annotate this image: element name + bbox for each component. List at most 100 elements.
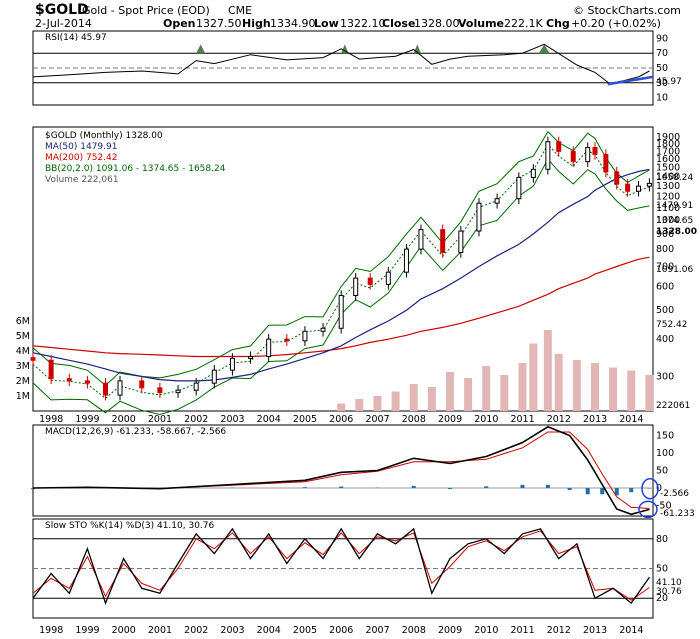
price-tick-label: 400	[656, 334, 674, 345]
price-legend: MA(50) 1479.91 MA(200) 752.42 BB(20,2.0)…	[45, 142, 226, 185]
volume-bar	[627, 370, 636, 411]
price-x-label: 2009	[438, 414, 462, 425]
price-tick-label: 1200	[656, 192, 680, 203]
macd-histogram-bar	[484, 486, 489, 488]
macd-histogram-bar	[411, 485, 416, 488]
price-candle-body	[570, 150, 576, 163]
price-candle-body	[84, 380, 90, 384]
stochastic-title: Slow STO %K(14) %D(3) 41.10, 30.76	[45, 521, 215, 531]
legend-bb: BB(20,2.0) 1091.06 - 1374.65 - 1658.24	[45, 164, 226, 174]
price-tick-label: 500	[656, 305, 674, 316]
volume-bar	[543, 330, 552, 411]
macd-histogram-bar	[585, 488, 590, 495]
price-candle-body	[418, 229, 424, 250]
sto-x-label: 2014	[619, 625, 643, 636]
price-x-label: 2013	[583, 414, 607, 425]
open-label: Open	[163, 17, 196, 30]
sto-x-label: 2013	[583, 625, 607, 636]
price-tick-label: 1300	[656, 181, 680, 192]
volume-bar	[373, 396, 382, 411]
macd-title: MACD(12,26,9) -61.233, -58.667, -2.566	[45, 427, 226, 437]
volume-bar	[391, 391, 400, 411]
macd-histogram-bar	[31, 488, 35, 489]
price-candle-body	[338, 294, 344, 329]
sto-x-label: 1998	[39, 625, 63, 636]
price-candle-body	[48, 359, 54, 380]
macd-tick-label: -50	[656, 501, 672, 512]
macd-histogram-bar	[545, 484, 550, 488]
sto-x-label: 2001	[148, 625, 172, 636]
price-candle-body	[530, 168, 536, 178]
open-value: 1327.50	[196, 17, 242, 30]
volume-bar	[529, 343, 538, 411]
rsi-trendline	[607, 75, 654, 86]
rsi-tick-label: 10	[656, 93, 668, 104]
macd-tick-label: 100	[656, 448, 674, 459]
sto-x-label: 2008	[402, 625, 426, 636]
legend-volume: Volume 222,061	[45, 175, 119, 185]
macd-tick-label: 0	[656, 483, 662, 494]
price-candle-body	[66, 378, 72, 382]
macd-tick-label: 150	[656, 431, 674, 442]
quote-date: 2-Jul-2014	[35, 17, 92, 30]
price-candle-body	[30, 357, 36, 361]
macd-annotation-ring	[641, 477, 659, 500]
brand-label[interactable]: © StockCharts.com	[573, 4, 681, 17]
price-candle-body	[625, 183, 631, 192]
sto-x-label: 2000	[112, 625, 136, 636]
sto-x-label: 1999	[75, 625, 99, 636]
price-tick-label: 1400	[656, 172, 680, 183]
price-candle-body	[556, 141, 562, 152]
ma200-label: 752.42	[656, 320, 688, 330]
sto-x-label: 2011	[510, 625, 534, 636]
legend-ma200: MA(200) 752.42	[45, 153, 117, 163]
price-candle-body	[516, 176, 522, 200]
macd-histogram-bar	[520, 484, 525, 488]
high-value: 1334.90	[270, 17, 316, 30]
price-candle-body	[302, 330, 308, 342]
macd-histogram-bar	[600, 488, 605, 495]
price-candle-body	[385, 271, 391, 285]
rsi-overbought-fill	[341, 44, 349, 54]
price-candle-body	[266, 338, 272, 357]
rsi-value-label: 45.97	[656, 77, 682, 87]
price-candle-body	[614, 171, 620, 185]
price-tick-label: 1000	[656, 215, 680, 226]
sto-x-label: 2002	[184, 625, 208, 636]
sto-x-label: 2007	[365, 625, 389, 636]
price-x-label: 2008	[402, 414, 426, 425]
price-candle-body	[494, 198, 500, 204]
price-candle-body	[646, 182, 652, 187]
price-x-label: 2011	[510, 414, 534, 425]
sto-x-label: 2012	[547, 625, 571, 636]
symbol-title: $GOLD	[35, 2, 89, 18]
bb-lower-label: 1091.06	[656, 265, 693, 275]
sto-x-label: 2003	[220, 625, 244, 636]
price-tick-label: 1700	[656, 146, 680, 157]
price-candle-body	[103, 382, 109, 396]
volume-bar	[609, 367, 618, 411]
price-x-label: 2010	[474, 414, 498, 425]
macd-tick-label: 50	[656, 466, 668, 477]
price-x-label: 2007	[365, 414, 389, 425]
price-tick-label: 700	[656, 262, 674, 273]
sto-x-label: 2010	[474, 625, 498, 636]
sto-x-label: 2009	[438, 625, 462, 636]
macd-line-label: -61.233	[660, 509, 695, 519]
volume-value: 222.1K	[504, 17, 543, 30]
close-price-label: 1328.00	[656, 227, 697, 237]
price-candle-body	[476, 202, 482, 232]
volume-last-label: 222061	[656, 401, 690, 411]
price-x-label: 2002	[184, 414, 208, 425]
price-x-label: 2003	[220, 414, 244, 425]
price-candle-body	[320, 327, 326, 332]
price-candle-body	[367, 277, 373, 285]
volume-tick-label: 6M	[16, 316, 30, 327]
chg-value: +0.20 (+0.02%)	[571, 17, 661, 30]
rsi-tick-label: 30	[656, 78, 668, 89]
volume-bar	[355, 399, 364, 411]
sto-tick-label: 80	[656, 534, 668, 545]
volume-bar	[445, 372, 454, 411]
low-value: 1322.10	[340, 17, 386, 30]
